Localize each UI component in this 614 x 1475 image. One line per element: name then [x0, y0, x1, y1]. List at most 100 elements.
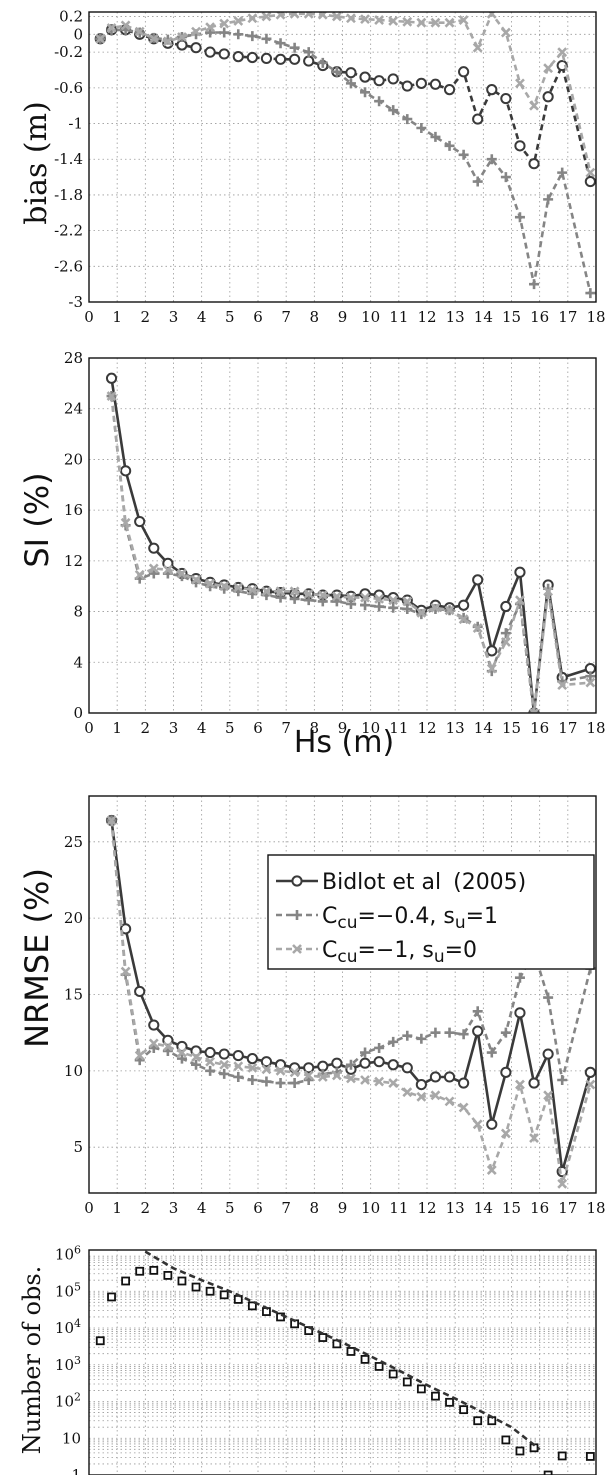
- p-nrmse-series-1-point: [514, 972, 525, 983]
- x-tick-label: 18: [586, 308, 605, 326]
- p-nobs-series-0-point: [388, 1369, 398, 1379]
- p-bias-series-2-point: [106, 23, 117, 33]
- p-bias-series-0-point: [289, 53, 301, 65]
- y-tick-label: 20: [64, 450, 83, 468]
- p-si-series-2-point: [106, 391, 117, 401]
- p-nrmse-series-0-point: [387, 1059, 399, 1071]
- p-nobs-series-0-point: [107, 1292, 116, 1302]
- x-tick-label: 8: [310, 719, 320, 737]
- p-nobs-series-0-point: [163, 1270, 173, 1280]
- p-nrmse-series-2-point: [416, 1091, 427, 1102]
- y-tick-label: 4: [73, 653, 83, 671]
- x-tick-label: 3: [169, 308, 179, 326]
- y-tick-label: -1.8: [54, 186, 83, 204]
- p-si-series-2-point: [585, 677, 596, 688]
- p-nrmse-series-1-point: [176, 1053, 187, 1064]
- p-nrmse-series-0-line: [110, 820, 592, 1172]
- y-tick-label: 103: [55, 1354, 81, 1374]
- x-tick-label: 13: [446, 1199, 465, 1217]
- p-bias-series-2-point: [458, 15, 469, 25]
- p-nrmse-series-2-point: [486, 1165, 497, 1176]
- p-nrmse-series-2-point: [529, 1133, 539, 1143]
- x-tick-label: 0: [84, 1199, 94, 1217]
- p-si-series-0-point: [500, 600, 512, 613]
- p-nobs-series-0-point: [219, 1290, 229, 1300]
- p-bias-series-0-point: [458, 66, 470, 78]
- nobs-ylabel: Number of obs.: [18, 1266, 46, 1455]
- p-bias-series-0-point: [274, 53, 287, 65]
- p-nrmse-series-0-point: [331, 1057, 343, 1069]
- x-tick-label: 15: [502, 1199, 521, 1217]
- p-nobs-series-0-point: [473, 1416, 483, 1426]
- x-tick-label: 1: [112, 1199, 122, 1217]
- x-tick-label: 0: [84, 308, 94, 326]
- p-si-series-2-point: [346, 592, 356, 603]
- x-tick-label: 18: [586, 1199, 605, 1217]
- x-tick-label: 5: [225, 308, 235, 326]
- x-tick-label: 18: [586, 719, 605, 737]
- p-nrmse-series-2-line: [110, 820, 592, 1185]
- p-bias-series-2-point: [261, 12, 272, 22]
- p-nrmse-series-2-point: [388, 1078, 399, 1088]
- p-bias-series-0-point: [584, 175, 596, 188]
- p-bias-series-1-point: [416, 123, 427, 133]
- x-tick-label: 5: [225, 1199, 235, 1217]
- y-tick-label: 0: [73, 25, 83, 43]
- p-bias-series-2-point: [162, 36, 173, 47]
- p-nrmse-series-1-point: [247, 1075, 258, 1086]
- p-bias-series-1-point: [458, 149, 469, 160]
- p-bias-series-2-point: [177, 32, 187, 42]
- p-si-series-2-point: [289, 586, 300, 597]
- p-nrmse-series-1-point: [219, 1068, 230, 1079]
- nrmse-ylabel: NRMSE (%): [18, 868, 56, 1048]
- p-nobs-series-0-point: [374, 1362, 384, 1371]
- p-si-series-0-point: [120, 465, 132, 477]
- p-bias-series-0-point: [528, 158, 540, 170]
- p-bias-series-2-point: [444, 17, 455, 28]
- p-nrmse-series-0-point: [401, 1062, 413, 1074]
- p-nrmse-series-1-point: [486, 1047, 497, 1058]
- p-nrmse-series-0-point: [359, 1057, 371, 1069]
- p-si-series-2-point: [472, 623, 483, 633]
- y-tick-label: -1.4: [54, 150, 83, 168]
- p-bias-series-1-point: [388, 105, 399, 116]
- p-nrmse-series-0-point: [514, 1007, 526, 1019]
- p-nobs-series-0-point: [247, 1301, 257, 1311]
- p-nobs-series-0-point: [95, 1336, 105, 1346]
- p-bias-series-0-point: [401, 80, 413, 92]
- p-nobs-series-0-point: [346, 1347, 356, 1356]
- p-nrmse-series-1-point: [275, 1078, 286, 1089]
- p-nrmse-series-0-point: [218, 1048, 230, 1060]
- x-tick-label: 7: [281, 1199, 291, 1217]
- p-bias-series-2-point: [500, 27, 511, 38]
- p-bias-series-0-point: [387, 73, 399, 85]
- p-bias-series-2-point: [134, 26, 145, 37]
- p-bias-series-1-point: [331, 66, 342, 77]
- p-bias-series-1-point: [585, 288, 596, 299]
- y-tick-label: -2.6: [54, 257, 83, 275]
- p-si-frame: [88, 357, 597, 714]
- p-si-series-1-point: [388, 602, 399, 613]
- legend-swatch-marker: [292, 910, 302, 920]
- p-si-series-2-point: [486, 663, 497, 674]
- x-tick-label: 17: [558, 1199, 577, 1217]
- p-nrmse-series-2-point: [303, 1070, 314, 1081]
- p-nobs-frame: [88, 1249, 597, 1475]
- p-nrmse-series-2-point: [543, 1090, 554, 1101]
- y-tick-label: 0.2: [59, 7, 83, 25]
- x-tick-label: 7: [281, 308, 291, 326]
- x-tick-label: 9: [338, 1199, 348, 1217]
- y-tick-label: 10: [64, 1062, 83, 1080]
- p-nrmse-series-0-point: [584, 1066, 596, 1078]
- y-tick-label: -0.6: [54, 79, 83, 97]
- p-bias-frame: [88, 11, 597, 303]
- p-bias-series-0-point: [472, 113, 484, 125]
- p-si-series-2-point: [148, 563, 159, 574]
- x-tick-label: 16: [530, 1199, 549, 1217]
- x-tick-label: 4: [197, 1199, 207, 1217]
- p-nrmse-series-0-point: [260, 1056, 273, 1068]
- p-bias-series-0-point: [359, 71, 371, 83]
- x-tick-label: 0: [84, 719, 94, 737]
- p-bias-series-2-point: [360, 14, 370, 25]
